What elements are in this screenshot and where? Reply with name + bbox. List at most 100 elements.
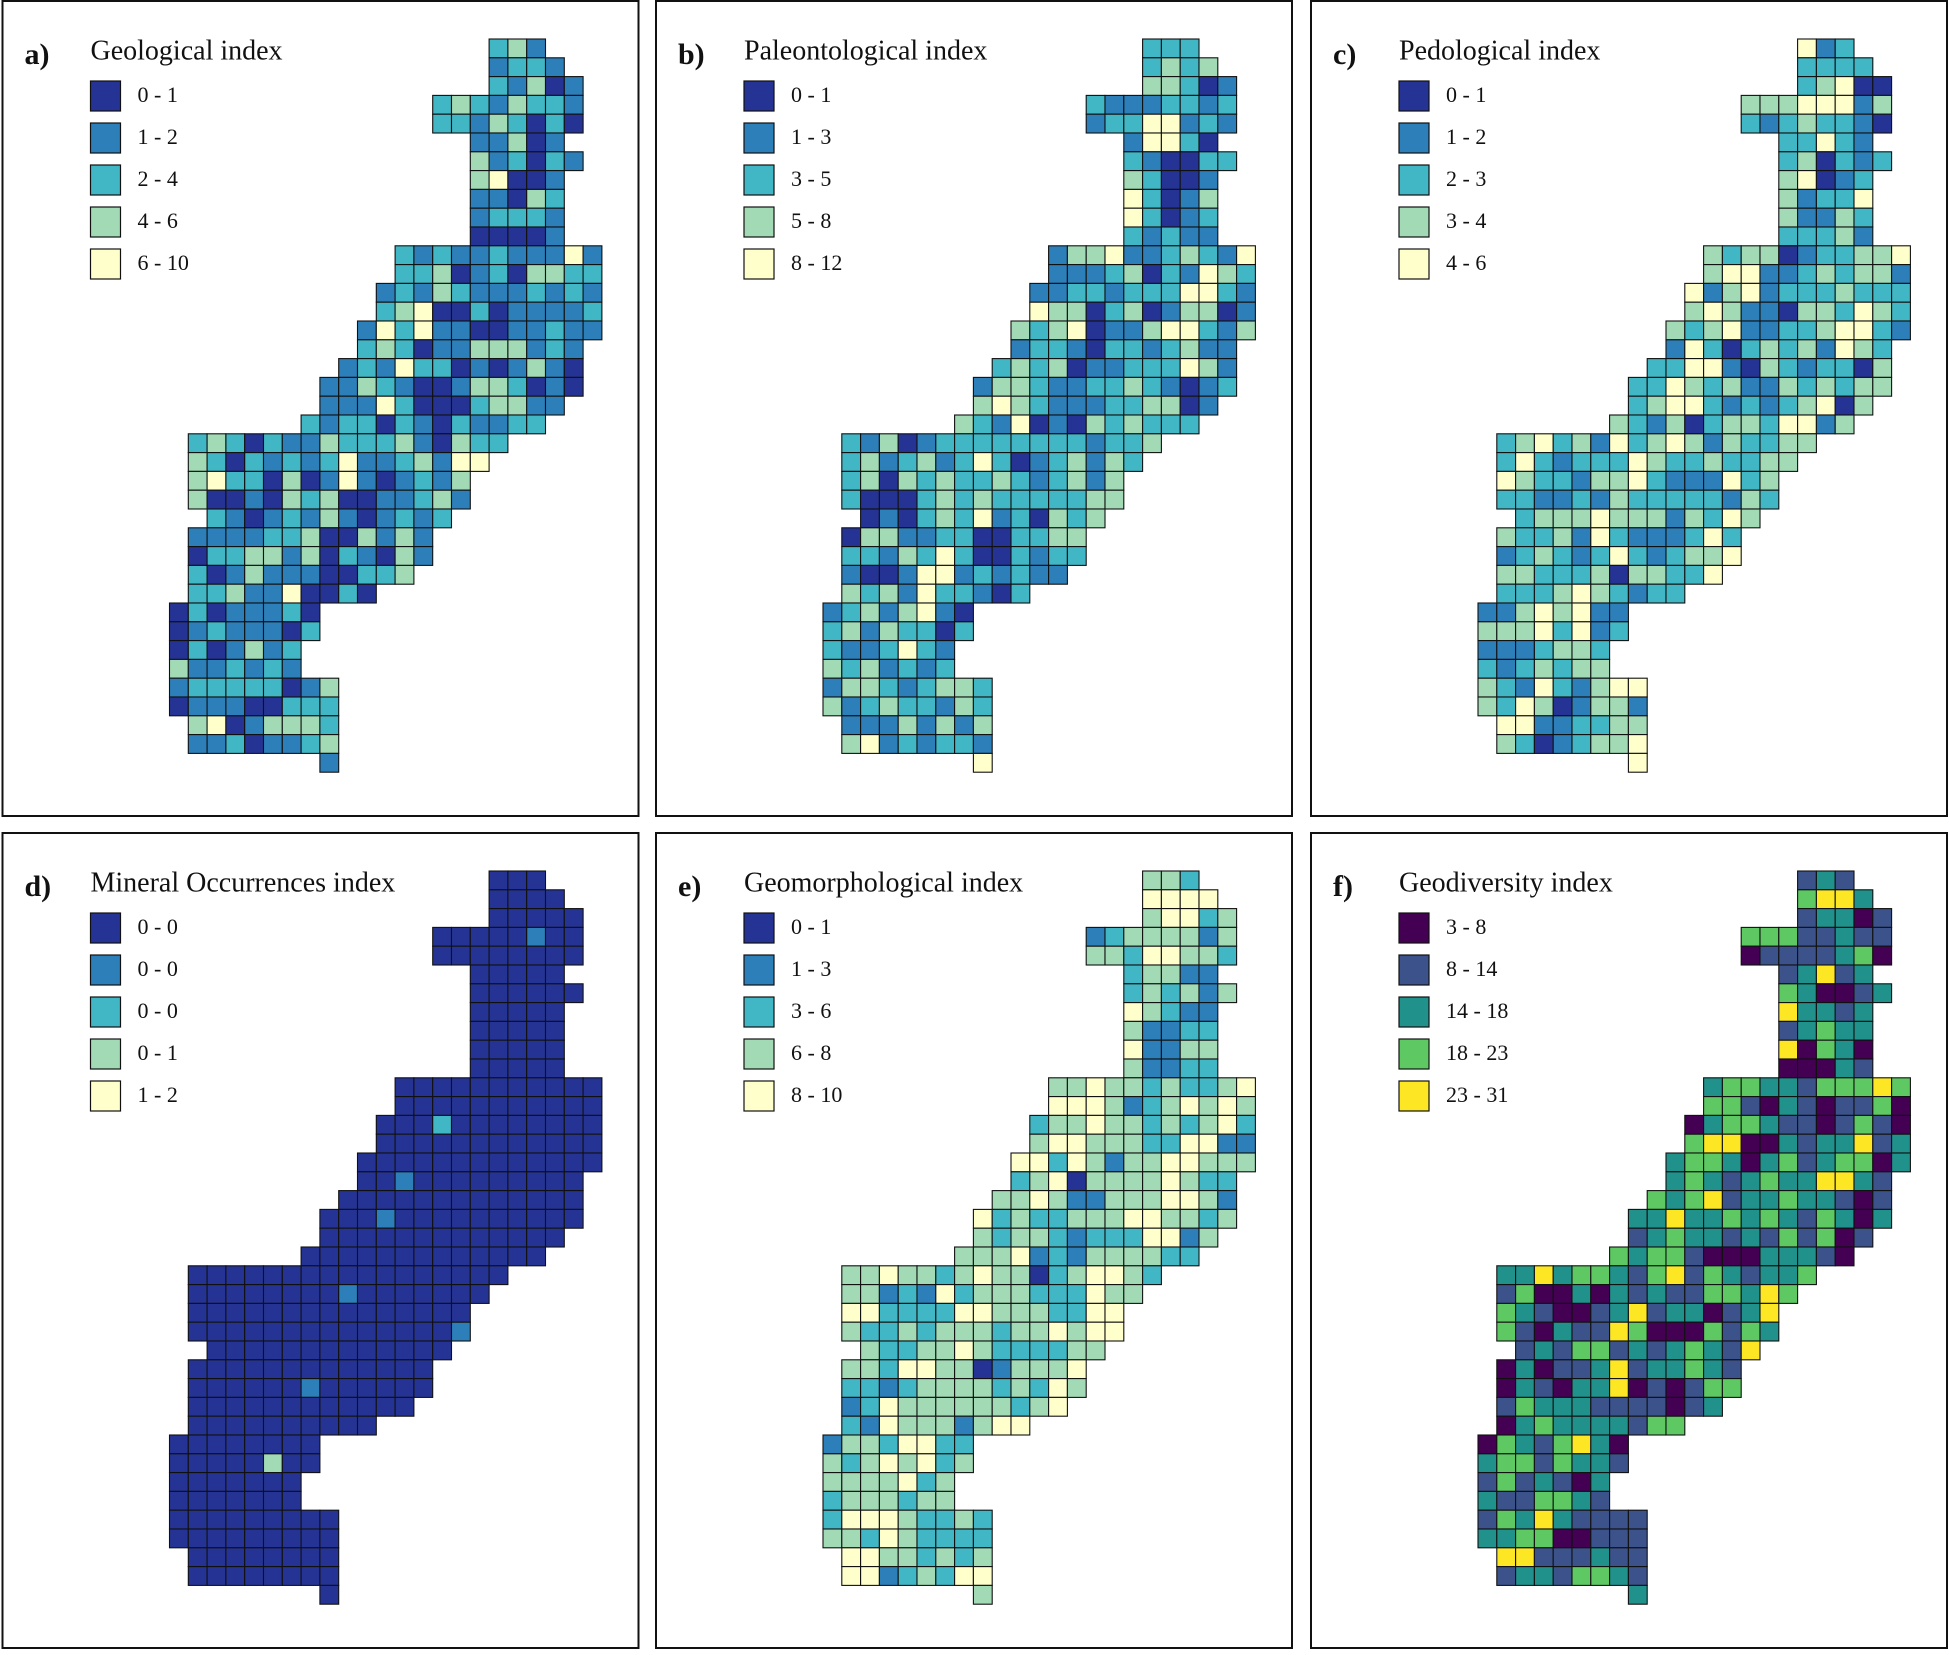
grid-cell (526, 376, 547, 397)
grid-cell (507, 1020, 528, 1041)
grid-cell (1627, 508, 1648, 529)
grid-cell (1872, 1190, 1893, 1210)
grid-cell (1179, 282, 1200, 303)
grid-cell (860, 1490, 880, 1511)
grid-cell (1533, 1359, 1554, 1380)
grid-cell (1797, 358, 1817, 378)
grid-cell (1533, 658, 1554, 679)
grid-cell (244, 621, 265, 642)
grid-cell (1778, 1058, 1799, 1079)
grid-cell (1085, 113, 1106, 134)
grid-cell (1703, 1246, 1723, 1267)
grid-cell (356, 1265, 377, 1286)
grid-cell (1815, 188, 1836, 209)
grid-cell (1048, 395, 1068, 416)
grid-cell (1179, 1171, 1200, 1192)
grid-cell (1104, 339, 1125, 360)
grid-cell (1104, 1114, 1125, 1135)
grid-cell (563, 376, 584, 397)
grid-cell (878, 527, 899, 548)
grid-cell (544, 1133, 565, 1154)
grid-cell (1496, 734, 1517, 754)
grid-cell (1552, 1566, 1573, 1586)
grid-cell (1123, 339, 1144, 360)
grid-cell (1104, 264, 1125, 284)
grid-cell (432, 1152, 453, 1173)
grid-cell (338, 470, 359, 491)
grid-cell (897, 1340, 918, 1361)
grid-cell (1142, 1265, 1162, 1286)
grid-cell (432, 1133, 453, 1154)
grid-cell (1029, 301, 1050, 322)
grid-cell (1665, 527, 1686, 548)
grid-cell (972, 470, 993, 491)
grid-cell (394, 1265, 415, 1286)
grid-cell (1179, 964, 1200, 985)
grid-cell (507, 1133, 528, 1154)
legend-swatch (1398, 248, 1430, 280)
grid-cell (1590, 1490, 1611, 1511)
grid-cell (469, 245, 490, 266)
grid-cell (338, 583, 359, 604)
grid-cell (1198, 57, 1219, 78)
grid-cell (1179, 1152, 1200, 1173)
grid-cell (1123, 320, 1144, 341)
grid-cell (1571, 564, 1592, 585)
grid-cell (1010, 1227, 1031, 1248)
grid-cell (1590, 564, 1611, 585)
grid-cell (860, 508, 880, 529)
grid-cell (1160, 38, 1181, 59)
grid-cell (878, 470, 899, 491)
grid-cell (897, 489, 918, 510)
grid-cell (1085, 339, 1106, 360)
grid-cell (954, 1265, 974, 1286)
grid-cell (1891, 264, 1911, 284)
grid-cell (1778, 395, 1799, 416)
grid-cell (841, 1528, 862, 1549)
grid-cell (1496, 564, 1517, 585)
grid-cell (187, 1378, 208, 1398)
grid-cell (841, 583, 862, 604)
grid-cell (1740, 376, 1761, 397)
grid-cell (1815, 170, 1836, 190)
grid-cell (206, 470, 227, 491)
grid-cell (1721, 358, 1742, 378)
grid-cell (1160, 188, 1181, 209)
grid-cell (450, 264, 471, 284)
grid-cell (841, 546, 862, 566)
grid-cell (878, 677, 899, 698)
grid-cell (972, 752, 993, 773)
grid-cell (469, 1284, 490, 1304)
grid-cell (507, 1114, 528, 1135)
grid-cell (1029, 1190, 1050, 1210)
grid-cell (1552, 658, 1573, 679)
grid-cell (244, 470, 265, 491)
grid-cell (507, 94, 528, 115)
grid-cell (1515, 452, 1535, 472)
grid-cell (544, 207, 565, 228)
grid-cell (1721, 452, 1742, 472)
grid-cell (507, 376, 528, 397)
grid-cell (206, 696, 227, 717)
grid-cell (1066, 320, 1087, 341)
grid-cell (356, 1396, 377, 1417)
grid-cell (1590, 621, 1611, 642)
grid-cell (488, 1190, 509, 1210)
grid-cell (375, 395, 396, 416)
grid-cell (935, 677, 956, 698)
grid-cell (507, 1096, 528, 1116)
grid-cell (450, 1208, 471, 1229)
grid-cell (488, 320, 509, 341)
grid-cell (1533, 715, 1554, 736)
grid-cell (187, 1509, 208, 1530)
grid-cell (972, 395, 993, 416)
grid-cell (1571, 1265, 1592, 1286)
grid-cell (1797, 170, 1817, 190)
grid-cell (1684, 301, 1705, 322)
grid-cell (1627, 1284, 1648, 1304)
grid-cell (1797, 339, 1817, 360)
grid-cell (1571, 1490, 1592, 1511)
grid-cell (206, 621, 227, 642)
grid-cell (507, 151, 528, 172)
grid-cell (206, 1340, 227, 1361)
